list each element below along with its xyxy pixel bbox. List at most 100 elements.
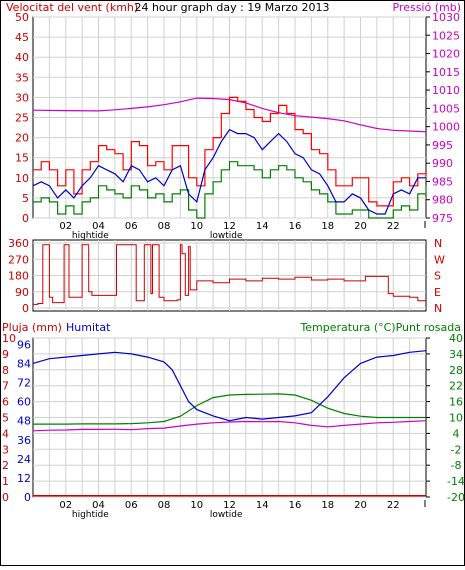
x-tick-label: 12 bbox=[223, 500, 236, 511]
compass-label: W bbox=[434, 253, 445, 266]
tide-label: hightide bbox=[72, 231, 109, 241]
direction-axis-ticks: 0 90 180 270 360 bbox=[8, 237, 29, 315]
humidity-tick-label: 96 bbox=[17, 338, 31, 351]
x-tick-label: 12 bbox=[223, 221, 236, 232]
rain-axis-ticks: 0 1 2 3 4 5 6 7 8 9 10 bbox=[2, 332, 16, 504]
wind-axis-title: Velocitat del vent (kmh) bbox=[6, 1, 138, 14]
x-tick-label: 06 bbox=[125, 221, 138, 232]
pressure-tick-label: 995 bbox=[432, 139, 453, 152]
temperature-axis-ticks: -20 -14 -8 -2 4 10 16 22 28 34 40 bbox=[426, 332, 465, 504]
wind-tick-label: 0 bbox=[22, 212, 29, 225]
rain-humidity-temp-panel: Pluja (mm) Humitat Temperatura (°C)Punt … bbox=[2, 321, 465, 520]
x-tick-label: 06 bbox=[125, 500, 138, 511]
pressure-tick-label: 1030 bbox=[432, 11, 460, 24]
tide-label: lowtide bbox=[210, 231, 243, 241]
compass-label: S bbox=[434, 270, 441, 283]
pressure-tick-label: 1020 bbox=[432, 48, 460, 61]
x-tick-label: 22 bbox=[387, 500, 400, 511]
rain-tick-label: 4 bbox=[2, 427, 9, 440]
rain-tick-label: 8 bbox=[2, 364, 9, 377]
rain-tick-label: 1 bbox=[2, 475, 9, 488]
rain-tick-label: 10 bbox=[2, 332, 16, 345]
rain-grid bbox=[33, 337, 426, 498]
x-tick-label: 14 bbox=[256, 500, 269, 511]
x-tick-label: 16 bbox=[289, 500, 302, 511]
wind-tick-label: 35 bbox=[15, 71, 29, 84]
temperature-tick-label: 4 bbox=[453, 427, 460, 440]
wind-tick-label: 40 bbox=[15, 51, 29, 64]
tide-label: lowtide bbox=[210, 510, 243, 520]
dewpoint-line bbox=[32, 420, 427, 432]
humidity-tick-label: 48 bbox=[17, 415, 31, 428]
direction-tick-label: 270 bbox=[8, 253, 29, 266]
humidity-line bbox=[32, 350, 427, 422]
wind-series bbox=[32, 96, 427, 219]
wind-tick-label: 25 bbox=[15, 112, 29, 125]
humidity-tick-label: 36 bbox=[17, 434, 31, 447]
compass-label: N bbox=[434, 237, 442, 250]
direction-tick-label: 360 bbox=[8, 237, 29, 250]
direction-tick-label: 0 bbox=[22, 302, 29, 315]
wind-min-line bbox=[33, 161, 427, 219]
wind-pressure-panel: Velocitat del vent (kmh) 24 hour graph d… bbox=[6, 1, 461, 241]
humidity-tick-label: 72 bbox=[17, 377, 31, 390]
wind-tick-label: 30 bbox=[15, 91, 29, 104]
rain-tick-label: 7 bbox=[2, 380, 9, 393]
rain-tick-label: 2 bbox=[2, 459, 9, 472]
rain-tick-label: 3 bbox=[2, 443, 9, 456]
rain-humidity-temp-series bbox=[32, 350, 427, 497]
x-tick-label: 20 bbox=[354, 221, 367, 232]
temperature-line bbox=[33, 393, 426, 425]
pressure-tick-label: 1000 bbox=[432, 121, 460, 134]
rain-tick-label: 6 bbox=[2, 396, 9, 409]
compass-label: E bbox=[434, 286, 441, 299]
pressure-axis-title: Pressió (mb) bbox=[392, 1, 461, 14]
pressure-tick-label: 1005 bbox=[432, 102, 460, 115]
wind-average-line bbox=[32, 128, 426, 215]
rain-tick-label: 0 bbox=[2, 491, 9, 504]
humidity-tick-label: 0 bbox=[24, 491, 31, 504]
humidity-tick-label: 12 bbox=[17, 472, 31, 485]
x-tick-label: 18 bbox=[321, 500, 334, 511]
temperature-tick-label: 16 bbox=[449, 396, 463, 409]
pressure-axis-ticks: 975 980 985 990 995 1000 1005 1010 1015 1020 1025 1… bbox=[426, 11, 460, 225]
pressure-tick-label: 975 bbox=[432, 212, 453, 225]
x-tick-label: 18 bbox=[321, 221, 334, 232]
x-tick-label: 14 bbox=[256, 221, 269, 232]
direction-line bbox=[33, 244, 426, 305]
pressure-tick-label: 990 bbox=[432, 157, 453, 170]
pressure-tick-label: 1010 bbox=[432, 84, 460, 97]
temperature-tick-label: 28 bbox=[449, 364, 463, 377]
x-tick-label: 20 bbox=[354, 500, 367, 511]
x-tick-label: 02 bbox=[59, 221, 72, 232]
humidity-tick-label: 84 bbox=[17, 357, 31, 370]
x-tick-label: 22 bbox=[387, 221, 400, 232]
wind-tick-label: 50 bbox=[15, 11, 29, 24]
x-tick-label: 02 bbox=[59, 500, 72, 511]
humidity-tick-label: 24 bbox=[17, 453, 31, 466]
direction-series bbox=[33, 244, 426, 305]
pressure-tick-label: 980 bbox=[432, 194, 453, 207]
humidity-axis-ticks: 0 12 24 36 48 60 72 84 96 bbox=[17, 338, 31, 504]
chart-title: 24 hour graph day : 19 Marzo 2013 bbox=[134, 1, 329, 14]
temperature-tick-label: 34 bbox=[449, 348, 463, 361]
x-tick-label: 10 bbox=[190, 221, 203, 232]
wind-tick-label: 20 bbox=[15, 132, 29, 145]
wind-x-ticks: 02 04 06 08 10 12 14 16 18 20 22 hightide lowtide bbox=[59, 221, 426, 241]
temperature-tick-label: 10 bbox=[449, 412, 463, 425]
x-tick-label: 10 bbox=[190, 500, 203, 511]
wind-axis-ticks: 0 5 10 15 20 25 30 35 40 45 50 bbox=[15, 11, 29, 225]
wind-tick-label: 10 bbox=[15, 172, 29, 185]
direction-tick-label: 180 bbox=[8, 270, 29, 283]
compass-label: N bbox=[434, 302, 442, 315]
x-tick-label: 08 bbox=[158, 221, 171, 232]
rain-tick-label: 9 bbox=[2, 348, 9, 361]
direction-tick-label: 90 bbox=[15, 286, 29, 299]
x-tick-label: 04 bbox=[92, 221, 105, 232]
humidity-axis-title: Humitat bbox=[66, 321, 111, 334]
temperature-tick-label: 40 bbox=[449, 332, 463, 345]
temperature-tick-label: -8 bbox=[451, 459, 462, 472]
wind-tick-label: 45 bbox=[15, 31, 29, 44]
